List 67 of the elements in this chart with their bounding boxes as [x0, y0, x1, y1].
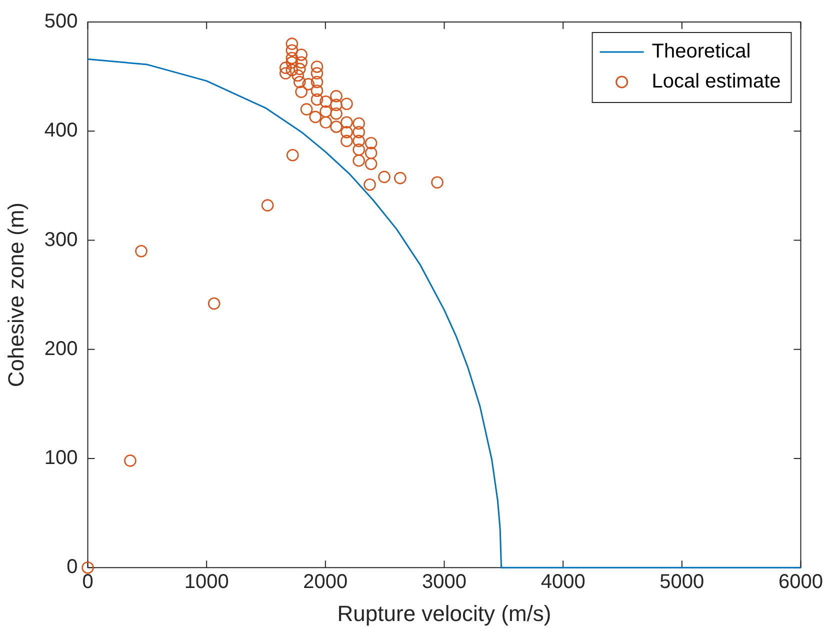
point: [320, 116, 332, 129]
point: [310, 84, 324, 97]
y-tick-label: 300: [44, 228, 78, 251]
x-tick-label: 3000: [422, 571, 467, 594]
point: [330, 108, 342, 120]
y-axis-title: Cohesive zone (m): [3, 202, 28, 388]
point: [82, 561, 94, 574]
point: [340, 134, 353, 148]
point: [431, 176, 444, 189]
point: [378, 170, 390, 184]
y-tick-label: 400: [44, 120, 78, 142]
point: [286, 52, 298, 64]
x-tick-label: 5000: [660, 571, 704, 594]
legend-label: Theoretical: [652, 40, 751, 63]
point: [394, 172, 406, 184]
point: [300, 103, 313, 116]
point: [293, 76, 306, 88]
point: [364, 136, 378, 150]
point: [364, 158, 378, 170]
x-tick-label: 1000: [184, 571, 229, 594]
point: [302, 78, 314, 90]
point: [340, 126, 353, 138]
point: [320, 105, 332, 118]
point: [295, 48, 308, 61]
point: [310, 67, 324, 80]
point: [320, 96, 332, 108]
x-tick-label: 0: [82, 571, 94, 594]
point: [310, 76, 324, 88]
point: [340, 116, 353, 129]
point: [286, 56, 298, 69]
point: [330, 120, 342, 133]
y-tick-label: 0: [66, 556, 78, 578]
point: [208, 297, 220, 310]
x-axis-title: Rupture velocity (m/s): [337, 600, 552, 626]
point: [309, 110, 322, 124]
x-tick-label: 2000: [303, 571, 348, 594]
point: [352, 144, 365, 156]
point: [292, 69, 304, 82]
point: [364, 178, 376, 191]
point: [352, 154, 365, 167]
x-tick-label: 4000: [540, 571, 586, 594]
y-tick-label: 200: [44, 338, 78, 360]
y-tick-label: 100: [44, 446, 78, 469]
point: [295, 86, 308, 98]
point: [293, 62, 306, 76]
point: [352, 134, 365, 148]
point: [330, 98, 342, 112]
point: [330, 90, 342, 102]
legend-label: Local estimate: [652, 70, 781, 93]
point: [364, 146, 378, 160]
point: [286, 148, 299, 162]
point: [340, 98, 353, 110]
x-tick-label: 6000: [778, 571, 824, 594]
point: [310, 93, 324, 106]
point: [286, 44, 298, 57]
point: [286, 38, 298, 50]
point: [261, 199, 274, 212]
point: [286, 64, 298, 76]
point: [279, 67, 292, 80]
point: [279, 62, 292, 74]
point: [295, 56, 308, 69]
point: [352, 126, 365, 138]
point: [124, 454, 136, 467]
point: [135, 245, 148, 258]
point: [310, 60, 324, 73]
point: [352, 117, 365, 130]
y-tick-label: 500: [44, 10, 78, 33]
